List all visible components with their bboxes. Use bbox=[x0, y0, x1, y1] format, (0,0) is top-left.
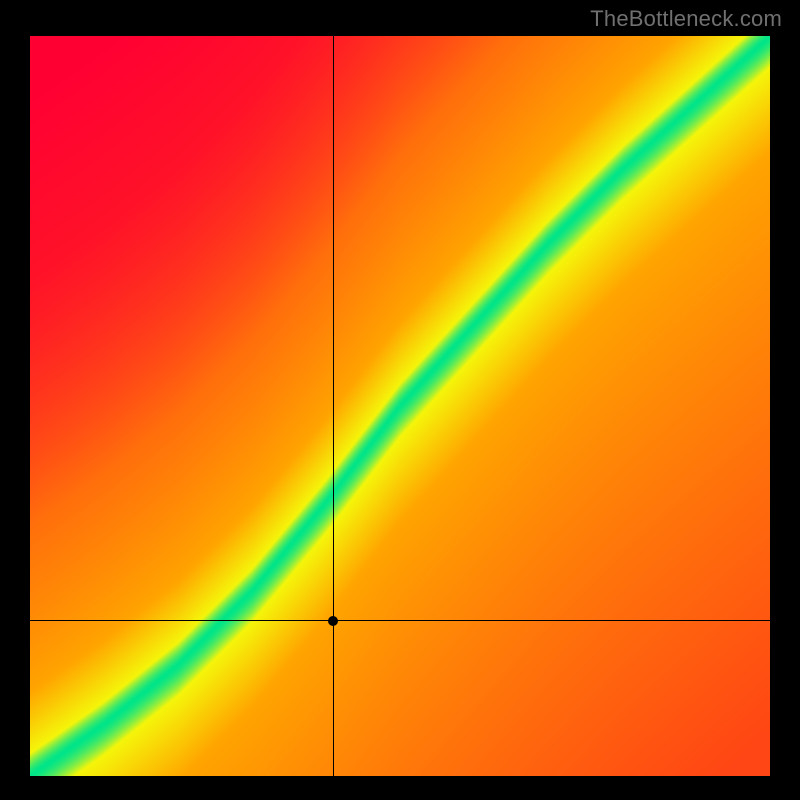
crosshair-horizontal bbox=[30, 620, 770, 621]
heatmap-canvas bbox=[30, 36, 770, 776]
chart-container: TheBottleneck.com bbox=[0, 0, 800, 800]
plot-area bbox=[30, 36, 770, 776]
watermark-text: TheBottleneck.com bbox=[590, 6, 782, 32]
crosshair-dot bbox=[328, 616, 338, 626]
crosshair-vertical bbox=[333, 36, 334, 776]
